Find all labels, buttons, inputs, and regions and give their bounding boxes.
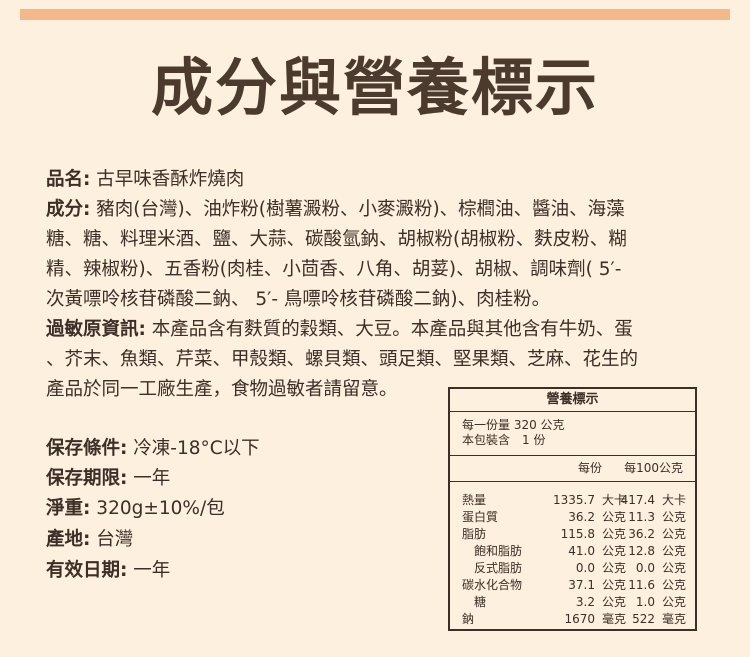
nutrition-cell-v1: 1335.7 [553, 493, 595, 507]
nutrition-cell-u1: 公克 [602, 595, 627, 609]
net-weight: 淨重: 320g±10%/包 [46, 498, 225, 519]
nutrition-title: 營養標示 [450, 389, 695, 412]
nutrition-rows: 熱量 1335.7 大卡 417.4 大卡 蛋白質 36.2 公克 11.3 公克 脂肪 115.8 公… [450, 482, 695, 628]
nutrition-cell-name: 鈉 [462, 612, 475, 626]
nutrition-cell-u1: 公克 [602, 527, 627, 541]
allergen-line: 產品於同一工廠生產，食物過敏者請留意。 [46, 379, 398, 400]
nutrition-cell-name: 反式脂肪 [462, 561, 523, 575]
nutrition-cell-v1: 3.2 [575, 595, 595, 609]
ingredients-line: 次黃嘌呤核苷磷酸二鈉、 5′- 鳥嘌呤核苷磷酸二鈉)、肉桂粉。 [46, 289, 551, 310]
product-name: 品名: 古早味香酥炸燒肉 [46, 169, 245, 190]
allergen-line: 、芥末、魚類、芹菜、甲殼類、螺貝類、頭足類、堅果類、芝麻、花生的 [46, 349, 639, 370]
shelf-life: 保存期限: 一年 [46, 468, 171, 489]
nutrition-cell-v2: 12.8 [628, 544, 655, 558]
storage-condition: 保存條件: 冷凍-18°C以下 [46, 438, 260, 459]
nutrition-cell-v2: 11.6 [628, 578, 655, 592]
nutrition-cell-u1: 公克 [602, 578, 627, 592]
nutrition-cell-name: 熱量 [462, 493, 487, 507]
nutrition-row: 脂肪 115.8 公克 36.2 公克 [450, 526, 695, 543]
nutrition-cell-u2: 公克 [662, 561, 687, 575]
nutrition-cell-v2: 11.3 [628, 510, 655, 524]
ingredients-line: 精、辣椒粉)、五香粉(肉桂、小茴香、八角、胡荽)、胡椒、調味劑( 5′- [46, 259, 622, 280]
origin: 產地: 台灣 [46, 529, 134, 550]
nutrition-cell-v2: 0.0 [635, 561, 655, 575]
nutrition-cell-u1: 公克 [602, 544, 627, 558]
nutrition-cell-u2: 公克 [662, 544, 687, 558]
nutrition-cell-v1: 41.0 [568, 544, 595, 558]
page-title: 成分與營養標示 [150, 51, 599, 124]
nutrition-row: 糖 3.2 公克 1.0 公克 [450, 594, 695, 611]
nutrition-cell-u2: 毫克 [662, 612, 687, 626]
nutrition-cell-u1: 大卡 [602, 493, 627, 507]
nutrition-cell-name: 脂肪 [462, 527, 487, 541]
nutrition-cell-name: 飽和脂肪 [462, 544, 523, 558]
nutrition-row: 碳水化合物 37.1 公克 11.6 公克 [450, 577, 695, 594]
nutrition-cell-v2: 417.4 [620, 493, 655, 507]
nutrition-cell-u1: 毫克 [602, 612, 627, 626]
nutrition-cell-v2: 1.0 [635, 595, 655, 609]
nutrition-cell-v1: 1670 [564, 612, 595, 626]
nutrition-cell-u2: 公克 [662, 510, 687, 524]
nutrition-row: 飽和脂肪 41.0 公克 12.8 公克 [450, 543, 695, 560]
nutrition-cell-u1: 公克 [602, 561, 627, 575]
expiry: 有效日期: 一年 [46, 560, 171, 581]
nutrition-cell-v2: 522 [632, 612, 655, 626]
nutrition-row: 反式脂肪 0.0 公克 0.0 公克 [450, 560, 695, 577]
nutrition-cell-u1: 公克 [602, 510, 627, 524]
nutrition-cell-v1: 37.1 [568, 578, 595, 592]
nutrition-cell-v1: 36.2 [568, 510, 595, 524]
ingredients-line: 糖、糖、料理米酒、鹽、大蒜、碳酸氫鈉、胡椒粉(胡椒粉、麩皮粉、糊 [46, 229, 627, 250]
nutrition-cell-name: 蛋白質 [462, 510, 499, 524]
nutrition-cell-name: 碳水化合物 [462, 578, 523, 592]
nutrition-cell-v1: 0.0 [575, 561, 595, 575]
nutrition-cell-u2: 公克 [662, 578, 687, 592]
serving-info: 每一份量 320 公克 本包裝含 1 份 [450, 412, 695, 456]
nutrition-cell-u2: 公克 [662, 527, 687, 541]
allergen-line: 過敏原資訊: 本產品含有麩質的穀類、大豆。本產品與其他含有牛奶、蛋 [46, 319, 633, 340]
nutrition-row: 蛋白質 36.2 公克 11.3 公克 [450, 509, 695, 526]
nutrition-cell-u2: 大卡 [662, 493, 687, 507]
nutrition-cell-v1: 115.8 [560, 527, 595, 541]
nutrition-row: 鈉 1670 毫克 522 毫克 [450, 611, 695, 628]
top-accent-bar [20, 9, 730, 20]
nutrition-cell-u2: 公克 [662, 595, 687, 609]
nutrition-cell-v2: 36.2 [628, 527, 655, 541]
nutrition-row: 熱量 1335.7 大卡 417.4 大卡 [450, 492, 695, 509]
nutrition-table: 營養標示 每一份量 320 公克 本包裝含 1 份 每份 每100公克 熱量 13… [448, 387, 697, 631]
ingredients-line: 成分: 豬肉(台灣)、油炸粉(樹薯澱粉、小麥澱粉)、棕櫚油、醬油、海藻 [46, 199, 625, 220]
nutrition-cell-name: 糖 [462, 595, 487, 609]
nutrition-column-headers: 每份 每100公克 [450, 456, 695, 482]
